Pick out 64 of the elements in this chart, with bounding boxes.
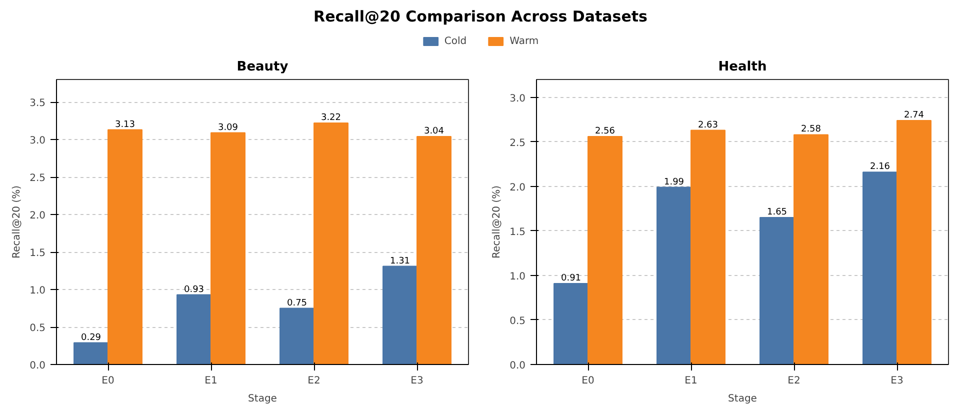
data-label: 2.56 — [594, 126, 616, 136]
x-tick-label: E2 — [788, 376, 800, 386]
x-tick-label: E3 — [890, 376, 904, 386]
y-axis-title: Recall@20 (%) — [492, 185, 503, 259]
data-label: 3.04 — [424, 126, 444, 136]
data-label: 2.58 — [800, 124, 822, 135]
x-tick-label: E1 — [204, 376, 218, 386]
y-tick-label: 2.0 — [510, 182, 526, 194]
chart-title: Beauty — [236, 60, 289, 74]
x-tick-label: E0 — [102, 376, 114, 386]
bar — [794, 134, 828, 364]
bar — [416, 136, 452, 364]
y-tick-label: 1.0 — [510, 271, 526, 282]
x-tick-label: E0 — [582, 376, 594, 386]
bar — [862, 172, 898, 364]
bar — [314, 122, 348, 364]
x-axis-title: Stage — [248, 394, 277, 404]
y-tick-label: 0.0 — [510, 360, 526, 372]
bar — [690, 130, 726, 364]
data-label: 3.09 — [218, 122, 238, 133]
bar — [588, 136, 622, 364]
bar — [382, 266, 418, 364]
y-tick-label: 3.0 — [510, 93, 526, 104]
data-label: 2.16 — [870, 162, 890, 172]
bar — [210, 132, 246, 364]
y-tick-label: 1.5 — [510, 226, 526, 238]
legend-label: Warm — [510, 35, 539, 47]
chart-title: Health — [718, 60, 767, 74]
data-label: 0.75 — [286, 298, 308, 308]
bar — [280, 308, 314, 364]
y-axis-title: Recall@20 (%) — [12, 185, 23, 259]
y-tick-label: 2.0 — [30, 210, 46, 222]
bar — [656, 186, 692, 364]
bar — [760, 217, 794, 364]
data-label: 1.99 — [664, 177, 684, 188]
x-tick-label: E2 — [308, 376, 320, 386]
bar — [554, 282, 588, 364]
y-tick-label: 0.5 — [510, 316, 526, 327]
y-tick-label: 3.0 — [30, 136, 46, 146]
y-tick-label: 2.5 — [30, 173, 46, 184]
legend-label: Cold — [444, 35, 467, 47]
x-tick-label: E1 — [684, 376, 698, 386]
y-tick-label: 1.0 — [30, 286, 46, 296]
data-label: 0.93 — [184, 284, 204, 295]
data-label: 0.91 — [560, 273, 582, 284]
x-tick-label: E3 — [410, 376, 424, 386]
data-label: 1.65 — [766, 208, 788, 218]
data-label: 3.13 — [114, 120, 136, 130]
data-label: 2.63 — [698, 120, 718, 130]
y-tick-label: 0.0 — [30, 360, 46, 372]
x-axis-title: Stage — [728, 394, 757, 404]
data-label: 2.74 — [904, 110, 924, 120]
data-label: 0.29 — [80, 332, 102, 343]
y-tick-label: 0.5 — [30, 323, 46, 334]
bar — [176, 294, 212, 364]
data-label: 1.31 — [390, 256, 410, 266]
data-label: 3.22 — [320, 113, 342, 123]
y-tick-label: 3.5 — [30, 98, 46, 109]
bar — [896, 120, 932, 364]
bar — [74, 342, 108, 364]
y-tick-label: 1.5 — [30, 248, 46, 259]
bar — [108, 129, 142, 364]
text: Recall@20 Comparison Across Datasets — [314, 8, 648, 26]
y-tick-label: 2.5 — [510, 138, 526, 149]
